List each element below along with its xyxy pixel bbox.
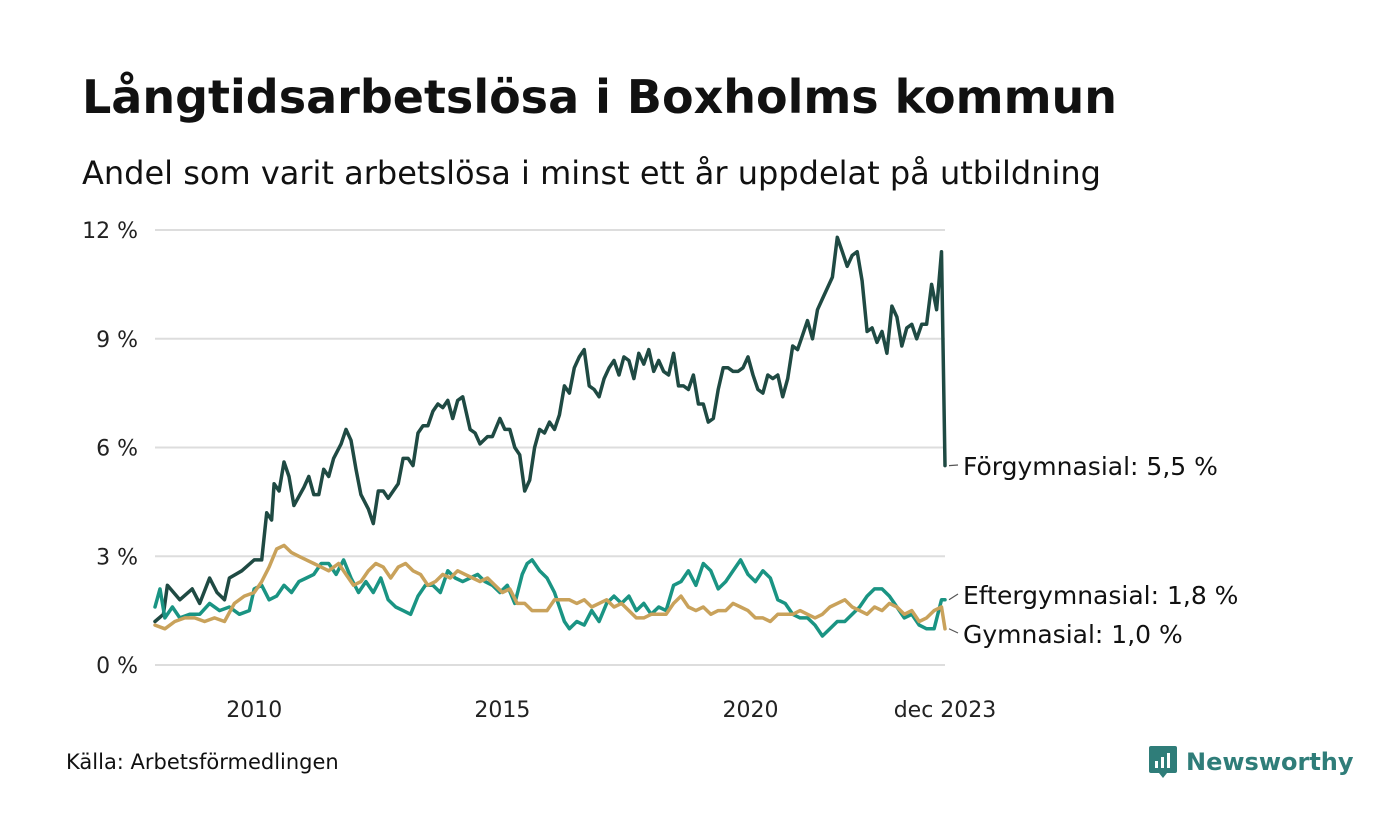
y-tick-label: 12 % xyxy=(82,219,138,244)
series-lines xyxy=(153,235,947,638)
series-line-förgymnasial xyxy=(153,235,947,624)
y-tick-label: 6 % xyxy=(96,437,138,462)
label-leader-line xyxy=(948,593,959,601)
y-tick-label: 9 % xyxy=(96,328,138,353)
gridlines xyxy=(155,229,945,666)
x-axis-ticks: 2010 2015 2020 dec 2023 xyxy=(226,698,996,723)
series-line-eftergymnasial xyxy=(153,558,947,638)
brand-name: Newsworthy xyxy=(1186,748,1354,776)
y-tick-label: 3 % xyxy=(96,545,138,570)
x-tick-label: dec 2023 xyxy=(894,698,997,723)
y-axis-ticks: 0 % 3 % 6 % 9 % 12 % xyxy=(82,219,138,679)
label-leader-line xyxy=(948,464,959,467)
end-labels: Förgymnasial: 5,5 % Eftergymnasial: 1,8 %… xyxy=(948,452,1238,649)
label-leader-line xyxy=(948,628,959,634)
brand-logo: Newsworthy xyxy=(1148,742,1354,782)
end-label-gymnasial: Gymnasial: 1,0 % xyxy=(963,620,1183,649)
end-label-förgymnasial: Förgymnasial: 5,5 % xyxy=(963,452,1218,481)
chart-subtitle: Andel som varit arbetslösa i minst ett å… xyxy=(82,154,1101,192)
source-note: Källa: Arbetsförmedlingen xyxy=(66,750,339,774)
series-line-gymnasial xyxy=(153,543,947,631)
y-tick-label: 0 % xyxy=(96,654,138,679)
bar-chart-logo-icon xyxy=(1149,746,1177,778)
x-tick-label: 2020 xyxy=(722,698,778,723)
end-label-eftergymnasial: Eftergymnasial: 1,8 % xyxy=(963,581,1238,610)
chart-title: Långtidsarbetslösa i Boxholms kommun xyxy=(82,70,1117,124)
x-tick-label: 2015 xyxy=(474,698,530,723)
x-tick-label: 2010 xyxy=(226,698,282,723)
